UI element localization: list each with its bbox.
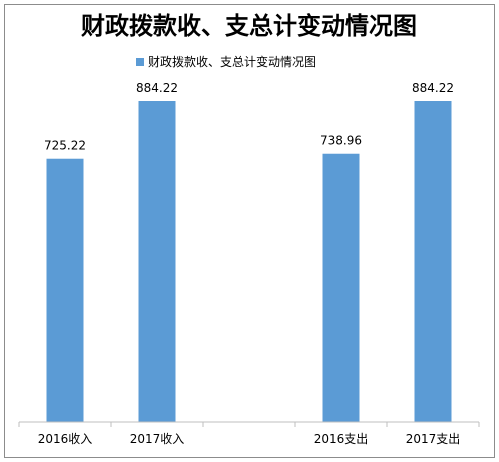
bar [414,101,452,422]
chart-frame [4,4,495,458]
legend-label: 财政拨款收、支总计变动情况图 [148,54,316,69]
category-labels: 2016收入 2017收入 2016支出 2017支出 [38,432,461,446]
value-labels: 725.22 884.22 738.96 884.22 [44,81,454,153]
category-label: 2016收入 [38,432,93,446]
category-label: 2016支出 [314,432,369,446]
data-label: 884.22 [136,81,178,95]
data-label: 738.96 [320,134,362,148]
data-label: 884.22 [412,81,454,95]
category-label: 2017支出 [406,432,461,446]
legend: 财政拨款收、支总计变动情况图 [136,54,316,69]
legend-swatch [136,58,144,66]
category-label: 2017收入 [130,432,185,446]
bars [46,101,452,423]
chart-title: 财政拨款收、支总计变动情况图 [81,11,417,40]
bar [138,101,176,422]
bar [322,153,360,422]
data-label: 725.22 [44,139,86,153]
bar [46,158,84,423]
x-ticks [18,422,480,427]
